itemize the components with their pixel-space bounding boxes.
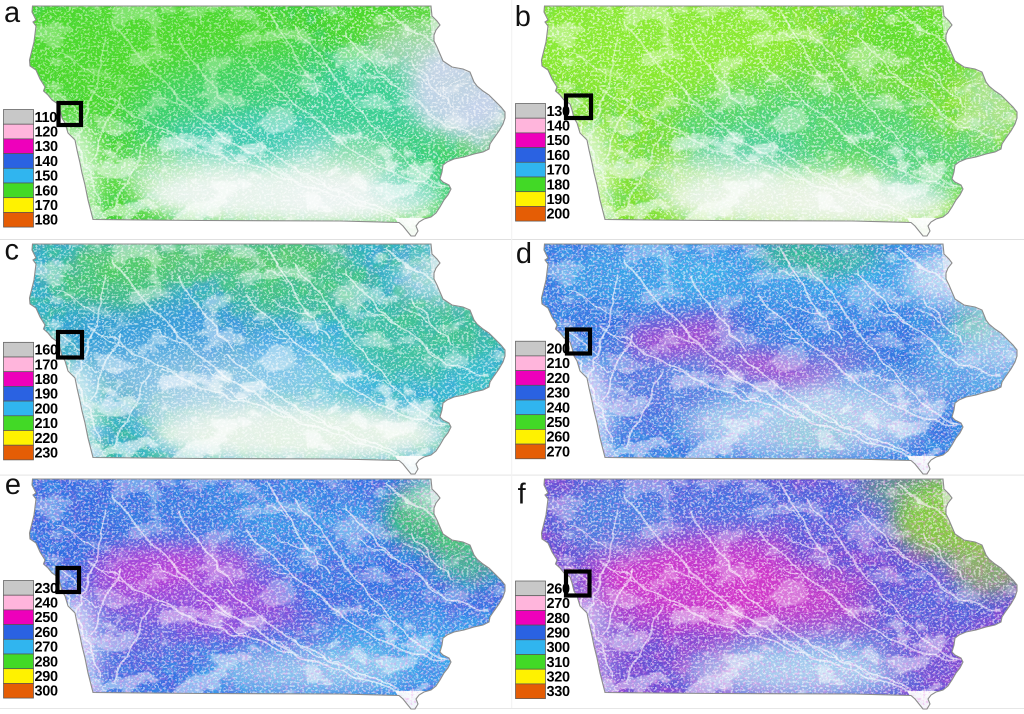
svg-text:250: 250 (35, 610, 59, 626)
svg-text:200: 200 (547, 342, 571, 358)
svg-text:210: 210 (35, 416, 59, 432)
svg-text:c: c (5, 235, 20, 267)
svg-text:160: 160 (35, 343, 59, 359)
svg-text:280: 280 (35, 654, 59, 670)
svg-text:140: 140 (547, 119, 571, 135)
svg-text:190: 190 (547, 192, 571, 208)
svg-text:320: 320 (547, 670, 571, 686)
svg-text:290: 290 (35, 669, 59, 685)
svg-text:160: 160 (547, 148, 571, 164)
svg-text:230: 230 (35, 581, 59, 597)
svg-text:170: 170 (547, 163, 571, 179)
svg-text:230: 230 (547, 386, 571, 402)
svg-text:e: e (5, 469, 21, 501)
svg-text:200: 200 (35, 401, 59, 417)
svg-text:140: 140 (35, 154, 59, 170)
svg-text:160: 160 (35, 183, 59, 199)
svg-text:270: 270 (547, 596, 571, 612)
svg-text:240: 240 (35, 596, 59, 612)
svg-text:260: 260 (547, 430, 571, 446)
svg-text:300: 300 (35, 684, 59, 700)
svg-text:230: 230 (35, 446, 59, 462)
svg-text:170: 170 (35, 198, 59, 214)
svg-text:120: 120 (35, 125, 59, 141)
svg-text:180: 180 (547, 177, 571, 193)
svg-text:290: 290 (547, 625, 571, 641)
svg-text:330: 330 (547, 684, 571, 700)
svg-text:250: 250 (547, 415, 571, 431)
svg-text:220: 220 (35, 431, 59, 447)
svg-text:150: 150 (35, 169, 59, 185)
svg-text:300: 300 (547, 640, 571, 656)
svg-text:190: 190 (35, 387, 59, 403)
svg-text:a: a (4, 0, 21, 29)
svg-text:270: 270 (547, 444, 571, 460)
svg-text:280: 280 (547, 611, 571, 627)
svg-text:d: d (516, 238, 532, 270)
svg-text:b: b (515, 1, 531, 33)
svg-text:220: 220 (547, 371, 571, 387)
svg-text:240: 240 (547, 400, 571, 416)
svg-text:180: 180 (35, 372, 59, 388)
svg-text:130: 130 (35, 139, 59, 155)
svg-text:180: 180 (35, 213, 59, 229)
svg-text:170: 170 (35, 357, 59, 373)
svg-text:270: 270 (35, 640, 59, 656)
svg-text:210: 210 (547, 356, 571, 372)
svg-text:150: 150 (547, 133, 571, 149)
svg-text:200: 200 (547, 207, 571, 223)
svg-text:260: 260 (35, 625, 59, 641)
svg-text:310: 310 (547, 655, 571, 671)
svg-text:f: f (518, 479, 527, 511)
svg-text:110: 110 (35, 110, 58, 126)
